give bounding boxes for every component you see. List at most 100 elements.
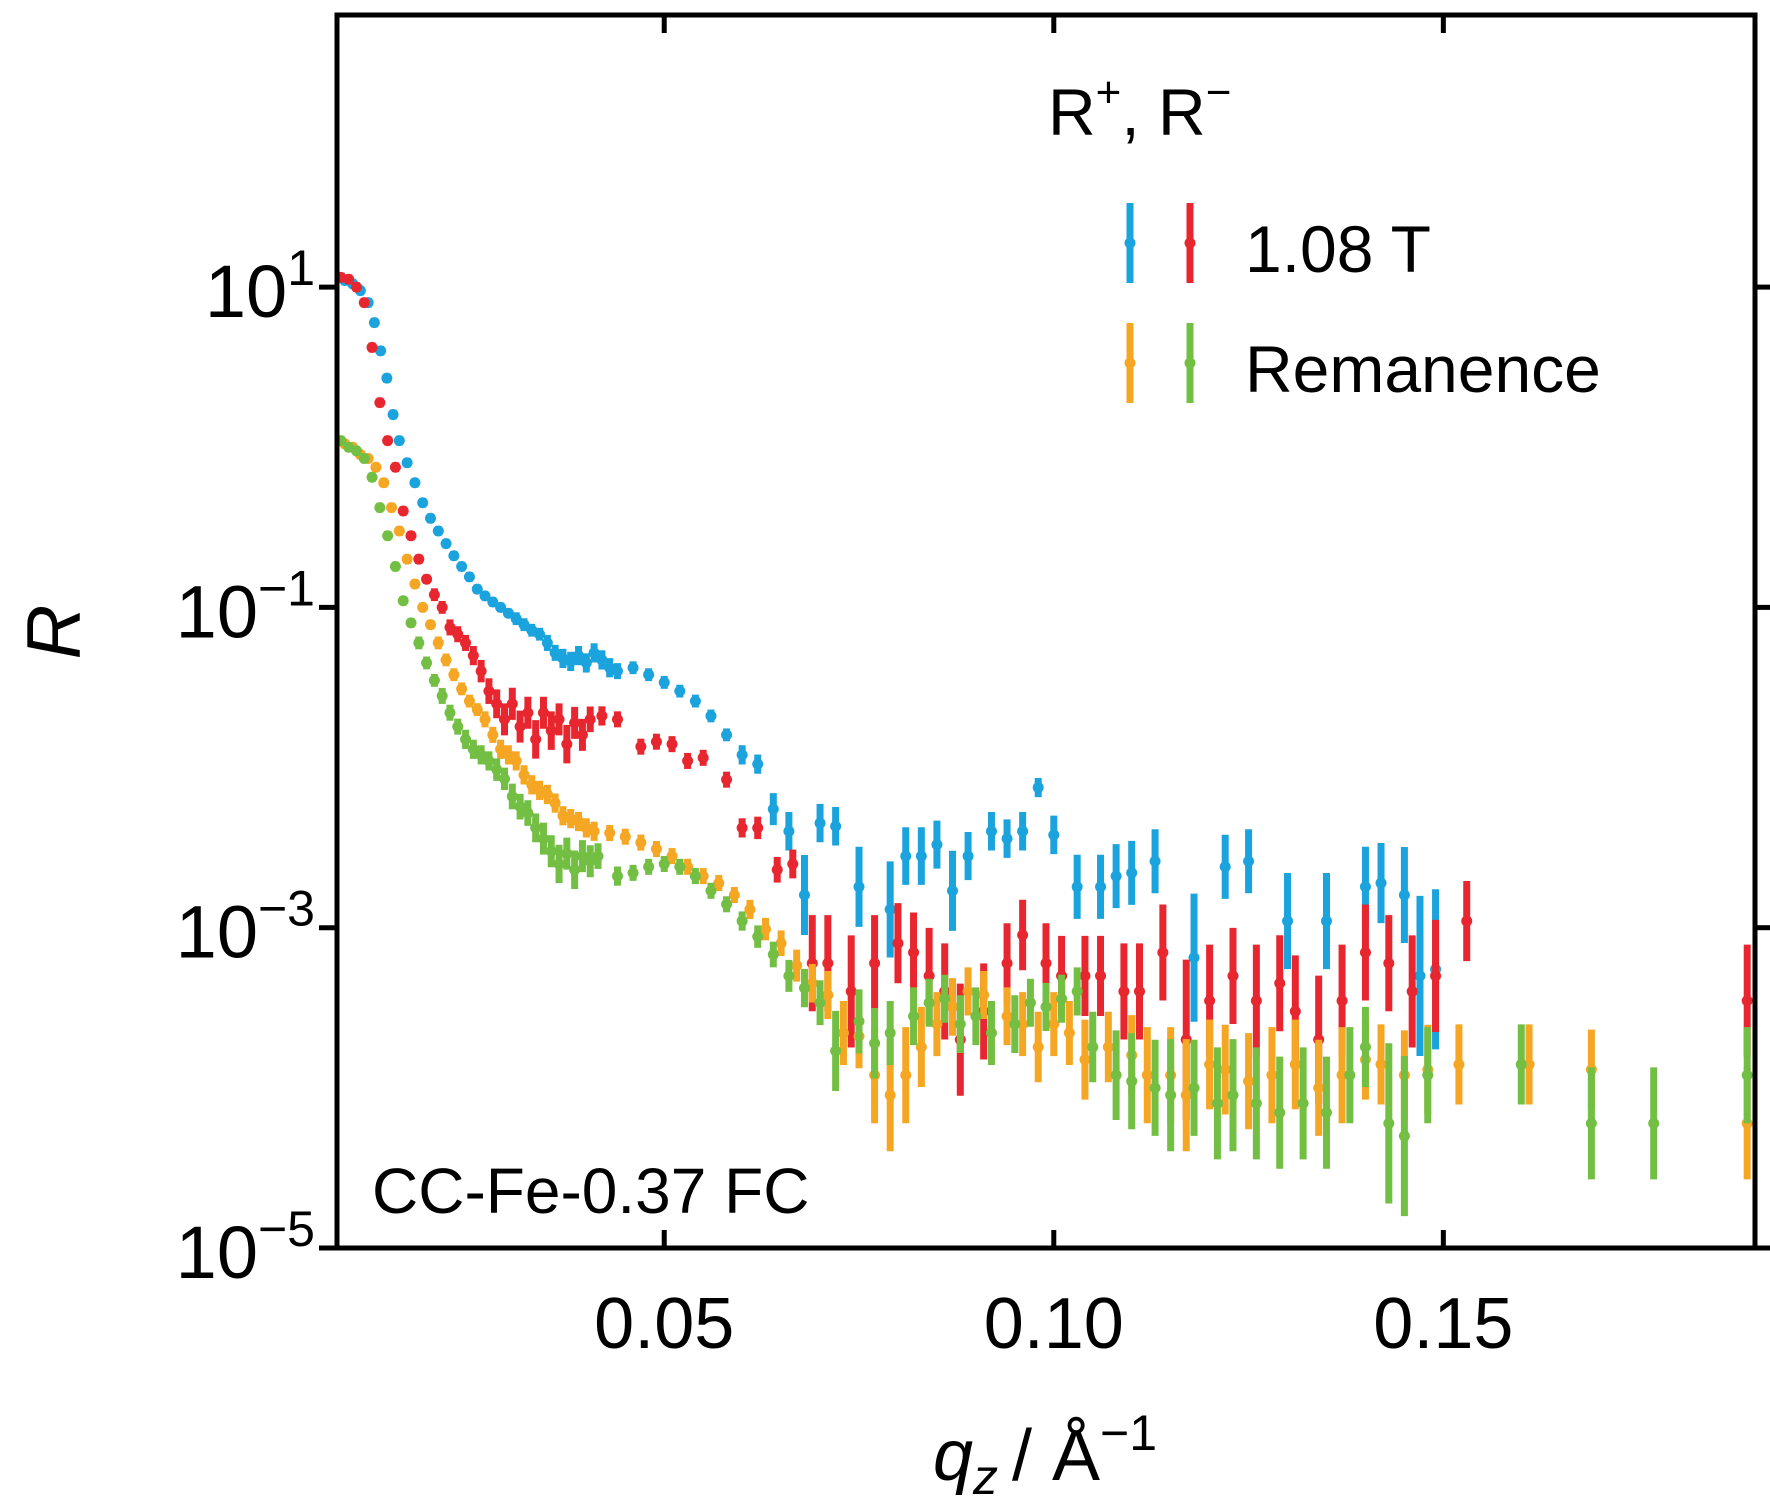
plot-frame	[334, 12, 1758, 1251]
axis-ticks	[319, 15, 1770, 1251]
data-point	[522, 707, 534, 719]
series-2	[339, 438, 1753, 1180]
data-point	[970, 1010, 982, 1022]
data-point	[721, 898, 733, 910]
data-point	[475, 749, 487, 761]
data-point	[499, 713, 511, 725]
y-axis-label: R	[12, 605, 97, 660]
data-point	[1741, 995, 1753, 1007]
data-point	[1126, 867, 1138, 879]
y-tick-label: 10−3	[176, 881, 315, 974]
data-point	[393, 435, 405, 447]
data-point	[370, 461, 382, 473]
data-point	[530, 822, 542, 834]
data-point	[1211, 1097, 1223, 1109]
data-point	[1001, 957, 1013, 969]
data-point	[783, 825, 795, 837]
data-point	[1266, 1069, 1278, 1081]
data-point	[837, 1027, 849, 1039]
data-point	[1071, 985, 1083, 997]
data-point	[1141, 1069, 1153, 1081]
data-point	[460, 733, 472, 745]
data-point	[1017, 825, 1029, 837]
data-point	[1289, 1005, 1301, 1017]
data-point	[728, 889, 740, 901]
data-point	[1515, 1058, 1527, 1070]
data-point	[502, 749, 514, 761]
data-point	[705, 885, 717, 897]
data-point	[506, 698, 518, 710]
data-point	[378, 477, 390, 489]
data-point	[822, 957, 834, 969]
data-point	[413, 553, 425, 565]
data-point	[908, 947, 920, 959]
data-point	[783, 970, 795, 982]
data-point	[382, 435, 394, 447]
data-point	[736, 749, 748, 761]
data-point	[1227, 970, 1239, 982]
data-point	[1383, 1117, 1395, 1129]
data-point	[604, 827, 616, 839]
data-point	[884, 1089, 896, 1101]
legend-markers	[1124, 203, 1196, 403]
data-point	[682, 755, 694, 767]
data-point	[592, 850, 604, 862]
sample-annotation: CC-Fe-0.37 FC	[372, 1155, 809, 1227]
data-point	[366, 471, 378, 483]
data-point	[1032, 1041, 1044, 1053]
data-point	[588, 647, 600, 659]
data-point	[1032, 782, 1044, 794]
data-point	[397, 505, 409, 517]
data-point	[409, 578, 421, 590]
data-point	[401, 553, 413, 565]
data-point	[787, 858, 799, 870]
data-point	[1118, 985, 1130, 997]
data-point	[1375, 1058, 1387, 1070]
data-point	[1024, 997, 1036, 1009]
data-point	[432, 637, 444, 649]
data-point	[1648, 1117, 1660, 1129]
data-point	[409, 477, 421, 489]
data-point	[1048, 1018, 1060, 1030]
data-point	[752, 758, 764, 770]
data-point	[689, 695, 701, 707]
data-point	[923, 970, 935, 982]
data-point	[736, 822, 748, 834]
data-point	[1243, 855, 1255, 867]
data-point	[650, 843, 662, 855]
data-point	[978, 989, 990, 1001]
legend-entry-remanence: Remanence	[1245, 332, 1601, 406]
data-point	[798, 982, 810, 994]
data-point	[1313, 1082, 1325, 1094]
data-point	[1188, 952, 1200, 964]
data-point	[767, 949, 779, 961]
data-point	[1282, 915, 1294, 927]
data-point	[1336, 1069, 1348, 1081]
data-point	[775, 937, 787, 949]
data-point	[822, 989, 834, 1001]
data-point	[553, 858, 565, 870]
data-point	[510, 755, 522, 767]
data-point	[444, 707, 456, 719]
data-point	[1079, 1054, 1091, 1066]
data-point	[611, 713, 623, 725]
data-point	[1398, 1130, 1410, 1142]
data-point	[1422, 1069, 1434, 1081]
data-point	[522, 807, 534, 819]
data-point	[798, 889, 810, 901]
data-point	[491, 698, 503, 710]
data-point	[479, 590, 491, 602]
data-point	[537, 833, 549, 845]
data-point	[1126, 1075, 1138, 1087]
data-point	[767, 803, 779, 815]
data-point	[1157, 947, 1169, 959]
data-point	[417, 497, 429, 509]
data-point	[1375, 877, 1387, 889]
data-point	[915, 850, 927, 862]
data-point	[1204, 1058, 1216, 1070]
data-point	[358, 453, 370, 465]
legend-dot	[1184, 357, 1196, 369]
data-point	[830, 820, 842, 832]
data-point	[666, 850, 678, 862]
data-point	[1110, 870, 1122, 882]
